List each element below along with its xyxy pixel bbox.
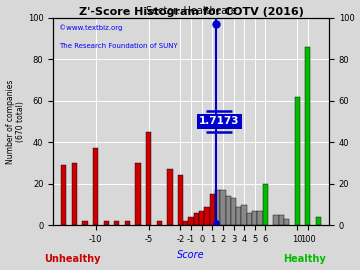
Bar <box>263 184 268 225</box>
Bar <box>316 217 321 225</box>
Bar <box>242 205 247 225</box>
Bar <box>279 215 284 225</box>
Y-axis label: Number of companies
(670 total): Number of companies (670 total) <box>5 79 25 164</box>
Bar <box>231 198 236 225</box>
Text: Sector: Healthcare: Sector: Healthcare <box>146 6 237 16</box>
Bar <box>226 196 231 225</box>
Bar <box>247 213 252 225</box>
Bar <box>146 132 151 225</box>
X-axis label: Score: Score <box>177 250 205 260</box>
Bar <box>157 221 162 225</box>
Bar <box>61 165 67 225</box>
Text: 1.7173: 1.7173 <box>199 116 239 126</box>
Bar <box>210 194 215 225</box>
Bar <box>72 163 77 225</box>
Bar <box>194 213 199 225</box>
Bar <box>125 221 130 225</box>
Title: Z'-Score Histogram for COTV (2016): Z'-Score Histogram for COTV (2016) <box>78 7 303 17</box>
Text: Unhealthy: Unhealthy <box>44 254 101 264</box>
Bar <box>252 211 257 225</box>
Bar <box>188 217 194 225</box>
Bar <box>183 221 188 225</box>
Bar <box>273 215 279 225</box>
Bar <box>236 207 242 225</box>
Bar <box>93 148 98 225</box>
Bar <box>294 97 300 225</box>
Bar <box>284 219 289 225</box>
Bar <box>167 169 172 225</box>
Bar <box>114 221 120 225</box>
Bar <box>220 190 226 225</box>
Bar <box>178 176 183 225</box>
Bar <box>257 211 263 225</box>
Bar <box>215 190 220 225</box>
Bar <box>104 221 109 225</box>
Bar <box>82 221 88 225</box>
Bar <box>199 211 204 225</box>
Bar <box>204 207 210 225</box>
Bar <box>135 163 141 225</box>
Text: ©www.textbiz.org: ©www.textbiz.org <box>59 24 122 31</box>
Text: The Research Foundation of SUNY: The Research Foundation of SUNY <box>59 43 177 49</box>
Text: Healthy: Healthy <box>283 254 325 264</box>
Bar <box>305 47 310 225</box>
